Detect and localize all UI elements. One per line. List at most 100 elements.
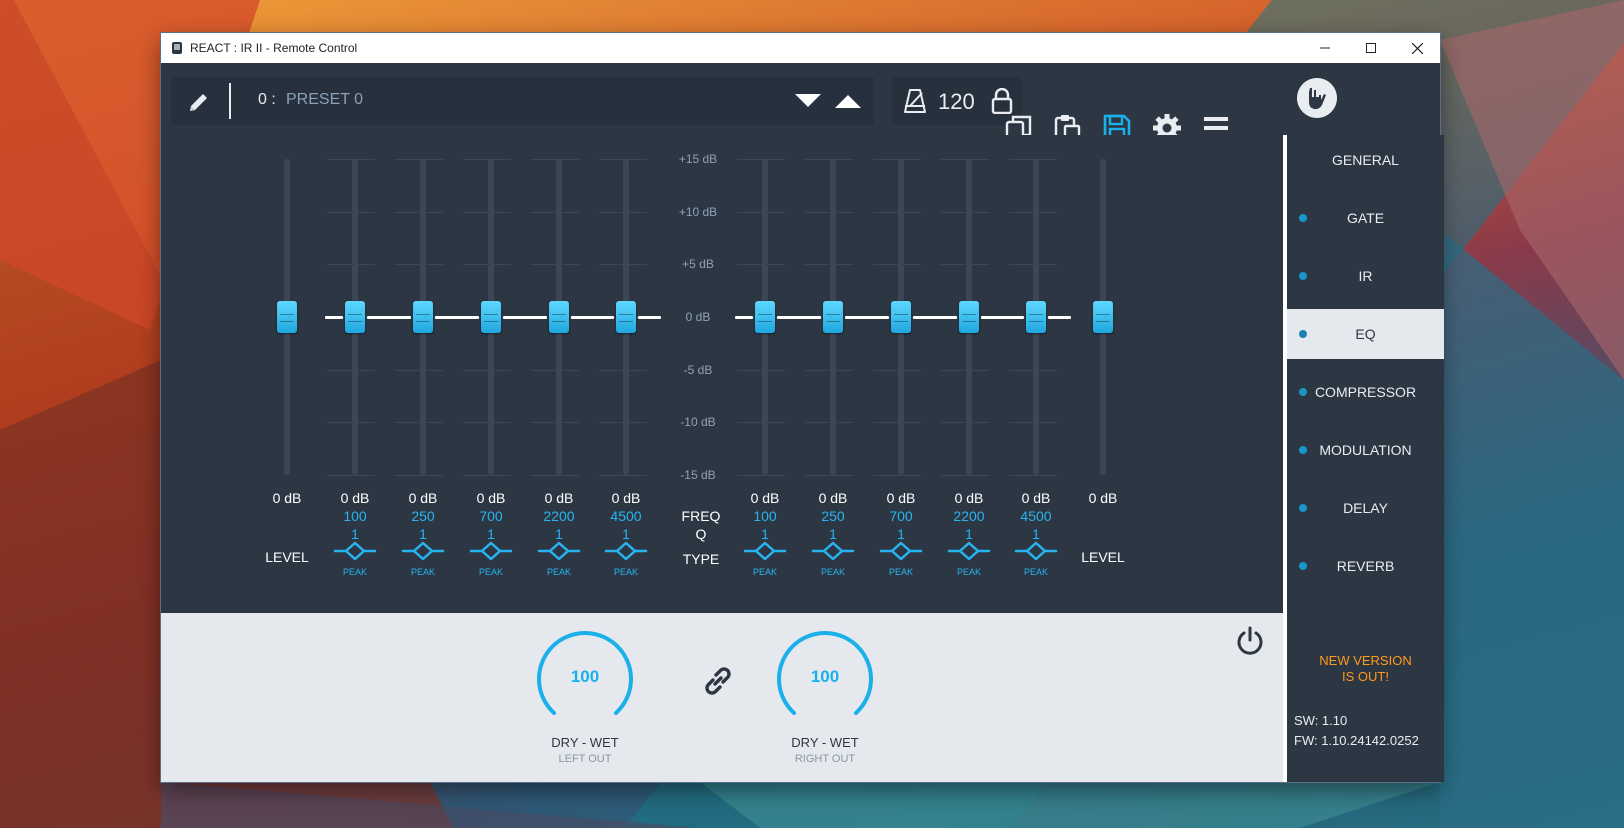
right-band-q[interactable]: 1 xyxy=(965,526,973,542)
gridline xyxy=(941,211,989,213)
pencil-icon[interactable] xyxy=(187,90,211,114)
sidebar-item-delay[interactable]: DELAY xyxy=(1287,483,1444,533)
minimize-button[interactable] xyxy=(1302,33,1348,63)
gridline xyxy=(531,211,579,213)
right-band-1-slider-thumb[interactable] xyxy=(755,301,775,333)
scale-label: 0 dB xyxy=(685,310,711,324)
left-band-gain: 0 dB xyxy=(408,490,438,506)
peak-filter-icon[interactable] xyxy=(811,539,855,563)
app-window: REACT : IR II - Remote Control 0 : PRESE… xyxy=(161,33,1444,782)
scale-label: -10 dB xyxy=(680,415,716,430)
gridline xyxy=(873,159,921,160)
link-icon[interactable] xyxy=(701,664,735,698)
power-icon[interactable] xyxy=(1234,625,1266,657)
right-band-q[interactable]: 1 xyxy=(761,526,769,542)
left-band-1-slider-thumb[interactable] xyxy=(345,301,365,333)
left-band-type: PEAK xyxy=(613,567,638,577)
left-band-4-slider-thumb[interactable] xyxy=(549,301,569,333)
maximize-button[interactable] xyxy=(1348,33,1394,63)
sidebar: GENERAL GATE IR EQ COMPRESSOR MODULATION DELAY… xyxy=(1283,135,1444,782)
right-band-freq[interactable]: 250 xyxy=(821,508,845,524)
right-level-slider-thumb[interactable] xyxy=(1093,301,1113,333)
gridline xyxy=(737,369,785,371)
right-band-freq[interactable]: 2200 xyxy=(953,508,985,524)
left-band-q[interactable]: 1 xyxy=(487,526,495,542)
dry-wet-left-dial[interactable] xyxy=(533,627,637,731)
right-band-gain: 0 dB xyxy=(818,490,848,506)
left-band-5-slider-thumb[interactable] xyxy=(616,301,636,333)
left-band-freq[interactable]: 250 xyxy=(411,508,435,524)
gridline xyxy=(805,211,853,213)
arrow-down-icon[interactable] xyxy=(795,94,821,107)
right-band-q[interactable]: 1 xyxy=(829,526,837,542)
sidebar-item-compressor[interactable]: COMPRESSOR xyxy=(1287,367,1444,417)
scale-label: +10 dB xyxy=(678,204,718,219)
dry-wet-right-value: 100 xyxy=(810,667,840,686)
right-band-freq[interactable]: 100 xyxy=(753,508,777,524)
left-level-slider-thumb[interactable] xyxy=(277,301,297,333)
sidebar-item-eq[interactable]: EQ xyxy=(1287,309,1444,359)
sidebar-item-general[interactable]: GENERAL xyxy=(1287,135,1444,185)
right-band-3-slider-thumb[interactable] xyxy=(891,301,911,333)
gridline xyxy=(941,369,989,371)
eq-curve-segment xyxy=(571,316,614,319)
right-band-freq[interactable]: 4500 xyxy=(1020,508,1052,524)
right-level-value: 0 dB xyxy=(1088,490,1118,506)
left-band-type: PEAK xyxy=(546,567,571,577)
metronome-icon[interactable] xyxy=(902,88,928,114)
sidebar-item-ir[interactable]: IR xyxy=(1287,251,1444,301)
lock-icon[interactable] xyxy=(991,88,1013,114)
peak-filter-icon[interactable] xyxy=(333,539,377,563)
new-version-notice[interactable]: NEW VERSION IS OUT! xyxy=(1287,653,1444,685)
sidebar-item-modulation[interactable]: MODULATION xyxy=(1287,425,1444,475)
preset-name[interactable]: PRESET 0 xyxy=(286,91,364,108)
status-dot xyxy=(1299,562,1307,570)
tempo-value[interactable]: 120 xyxy=(938,89,975,114)
arrow-up-icon[interactable] xyxy=(835,95,861,108)
sidebar-item-gate[interactable]: GATE xyxy=(1287,193,1444,243)
left-band-q[interactable]: 1 xyxy=(555,526,563,542)
sidebar-item-reverb[interactable]: REVERB xyxy=(1287,541,1444,591)
right-band-4-slider-thumb[interactable] xyxy=(959,301,979,333)
right-band-type: PEAK xyxy=(752,567,777,577)
peak-filter-icon[interactable] xyxy=(947,539,991,563)
right-band-5-slider-thumb[interactable] xyxy=(1026,301,1046,333)
sidebar-item-label: GENERAL xyxy=(1332,152,1399,168)
close-button[interactable] xyxy=(1394,33,1440,63)
peak-filter-icon[interactable] xyxy=(537,539,581,563)
sidebar-item-label: EQ xyxy=(1355,326,1376,342)
close-icon xyxy=(1411,42,1423,54)
gridline xyxy=(327,369,375,371)
left-band-2-slider-thumb[interactable] xyxy=(413,301,433,333)
dry-wet-left-value: 100 xyxy=(570,667,600,686)
peak-filter-icon[interactable] xyxy=(743,539,787,563)
peak-filter-icon[interactable] xyxy=(1014,539,1058,563)
dry-wet-right-dial[interactable] xyxy=(773,627,877,731)
right-band-freq[interactable]: 700 xyxy=(889,508,913,524)
peak-filter-icon[interactable] xyxy=(469,539,513,563)
preset-selector[interactable]: 0 : PRESET 0 xyxy=(171,77,874,125)
left-band-q[interactable]: 1 xyxy=(351,526,359,542)
gridline xyxy=(805,475,853,476)
right-band-q[interactable]: 1 xyxy=(1032,526,1040,542)
left-band-q[interactable]: 1 xyxy=(622,526,630,542)
left-band-gain: 0 dB xyxy=(611,490,641,506)
app-hand-icon xyxy=(172,42,182,54)
peak-filter-icon[interactable] xyxy=(604,539,648,563)
left-band-freq[interactable]: 2200 xyxy=(543,508,575,524)
peak-filter-icon[interactable] xyxy=(401,539,445,563)
eq-curve-segment xyxy=(981,316,1024,319)
right-band-q[interactable]: 1 xyxy=(897,526,905,542)
left-band-freq[interactable]: 100 xyxy=(343,508,367,524)
gridline xyxy=(327,159,375,160)
sidebar-item-label: COMPRESSOR xyxy=(1314,384,1417,400)
left-band-q[interactable]: 1 xyxy=(419,526,427,542)
left-band-freq[interactable]: 4500 xyxy=(610,508,642,524)
peak-filter-icon[interactable] xyxy=(879,539,923,563)
sidebar-item-label: REVERB xyxy=(1336,558,1395,574)
gear-icon[interactable] xyxy=(1152,113,1182,143)
right-band-2-slider-thumb[interactable] xyxy=(823,301,843,333)
gridline xyxy=(941,422,989,424)
left-band-freq[interactable]: 700 xyxy=(479,508,503,524)
left-band-3-slider-thumb[interactable] xyxy=(481,301,501,333)
